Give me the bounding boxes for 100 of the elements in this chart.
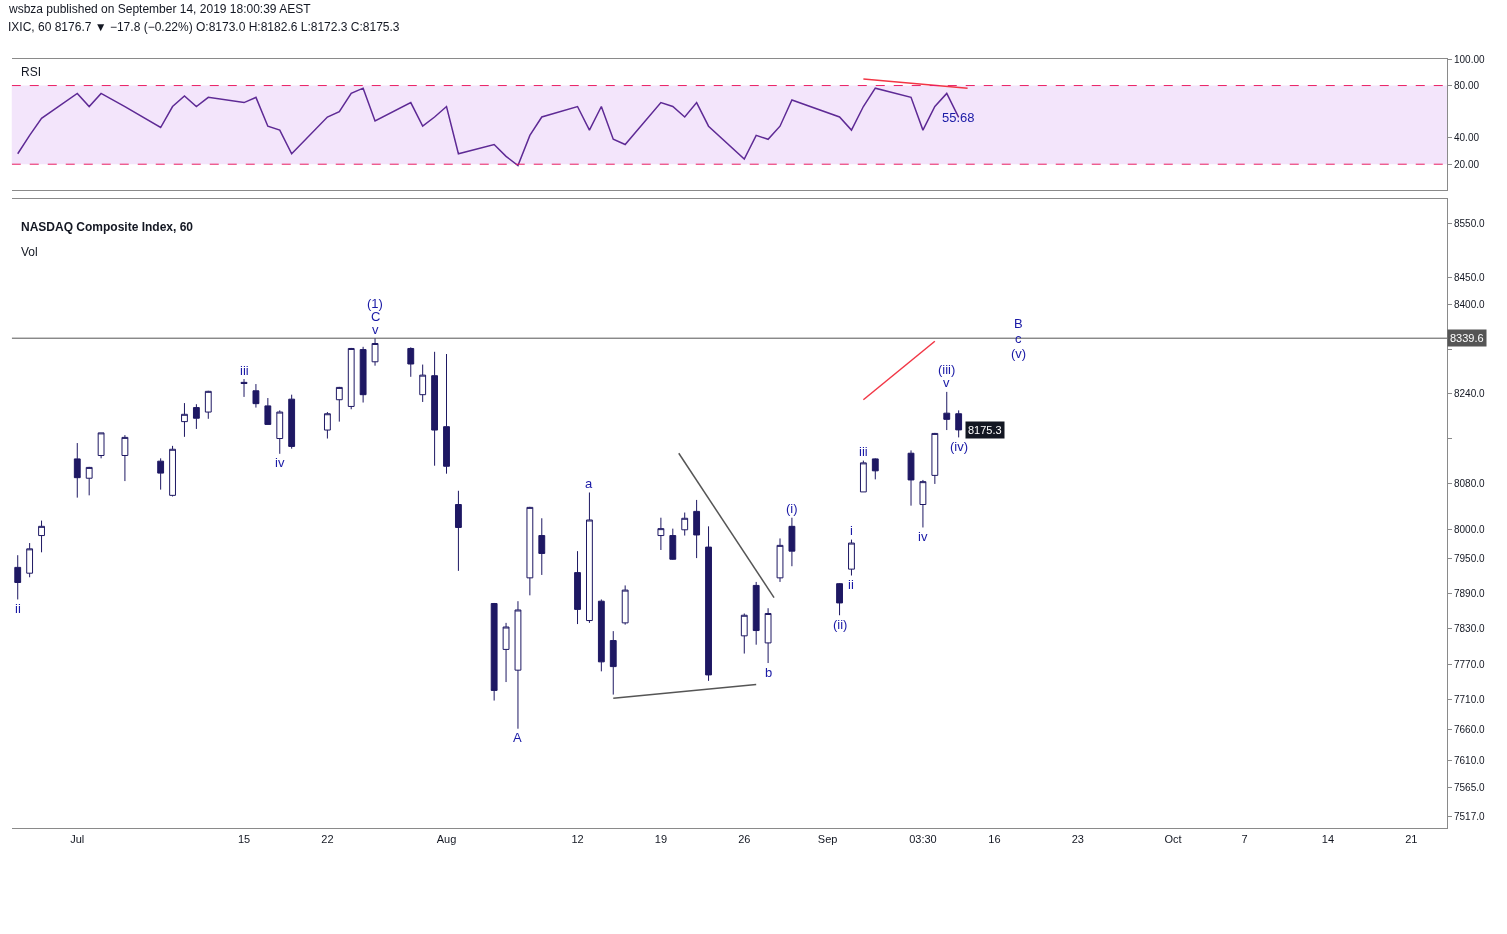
candlestick bbox=[871, 457, 879, 480]
y-tick-label: 7660.0 bbox=[1454, 724, 1486, 736]
candlestick bbox=[907, 449, 915, 507]
candlestick bbox=[919, 479, 927, 528]
candlestick bbox=[526, 506, 534, 596]
candlestick bbox=[288, 394, 296, 450]
y-tick-label: 7710.0 bbox=[1454, 694, 1486, 706]
x-tick-label: 22 bbox=[321, 832, 334, 845]
candlestick bbox=[538, 517, 546, 576]
candlestick bbox=[693, 499, 701, 559]
annotation: 8175.3 bbox=[968, 424, 1002, 436]
y-tick-label: 8240.0 bbox=[1454, 388, 1486, 400]
candlestick bbox=[371, 337, 379, 367]
candlestick bbox=[705, 525, 712, 682]
candlestick bbox=[157, 457, 165, 491]
y-tick-label: 7950.0 bbox=[1454, 553, 1486, 565]
y-tick-label: 7517.0 bbox=[1454, 811, 1486, 823]
x-tick-label: Jul bbox=[70, 832, 85, 845]
annotation: iii bbox=[859, 444, 868, 459]
y-tick-label: 7890.0 bbox=[1454, 588, 1486, 600]
y-tick-label: 8000.0 bbox=[1454, 524, 1486, 536]
y-tick-label: 20.00 bbox=[1454, 158, 1480, 170]
y-tick-label: 7610.0 bbox=[1454, 754, 1486, 766]
text: IXIC, 60 8176.7 ▼ −17.8 (−0.22%) O:8173.0 H:8182.6 L:8172.3 C:8175.3 bbox=[8, 20, 400, 34]
annotation: (iv) bbox=[950, 439, 969, 454]
text: RSI bbox=[21, 65, 42, 79]
ref-line-label: 8339.6 bbox=[1450, 332, 1484, 344]
candlestick bbox=[752, 581, 760, 646]
y-tick-label: 7770.0 bbox=[1454, 658, 1486, 670]
candlestick bbox=[836, 582, 843, 616]
y-tick-label: 8550.0 bbox=[1454, 217, 1486, 229]
candlestick bbox=[586, 491, 593, 624]
annotation: a bbox=[585, 476, 593, 491]
y-tick-label: 7830.0 bbox=[1454, 623, 1486, 635]
x-tick-label: 7 bbox=[1241, 832, 1248, 845]
x-tick-label: 12 bbox=[571, 832, 584, 845]
candlestick bbox=[764, 607, 772, 664]
candlestick bbox=[240, 378, 248, 398]
annotation: iii bbox=[240, 363, 249, 378]
candlestick bbox=[26, 542, 34, 578]
annotation: C bbox=[371, 309, 381, 324]
annotation: c bbox=[1015, 331, 1022, 346]
y-tick-label: 8450.0 bbox=[1454, 272, 1486, 284]
candlestick bbox=[621, 584, 629, 626]
x-tick-label: 15 bbox=[237, 832, 251, 845]
candlestick bbox=[192, 403, 200, 430]
x-tick-label: Oct bbox=[1164, 832, 1182, 845]
candlestick bbox=[347, 347, 355, 410]
annotation: (1) bbox=[367, 296, 383, 311]
candlestick bbox=[264, 397, 272, 425]
x-tick-label: 26 bbox=[738, 832, 751, 845]
candlestick bbox=[859, 460, 867, 493]
x-tick-label: 16 bbox=[988, 832, 1001, 845]
candlestick bbox=[14, 554, 22, 600]
candlestick bbox=[514, 600, 522, 730]
annotation: ii bbox=[848, 577, 854, 592]
x-tick-label: 03:30 bbox=[909, 832, 937, 845]
candlestick bbox=[669, 528, 677, 561]
annotation: iv bbox=[918, 529, 928, 544]
annotation: v bbox=[943, 375, 950, 390]
candlestick bbox=[359, 346, 367, 404]
candlestick bbox=[931, 432, 939, 485]
candlestick bbox=[204, 390, 212, 420]
candlestick bbox=[848, 539, 855, 577]
candlestick bbox=[609, 630, 617, 696]
candlestick bbox=[323, 411, 331, 440]
candlestick bbox=[181, 402, 188, 438]
annotation: 55.68 bbox=[942, 110, 975, 125]
candlestick bbox=[431, 351, 439, 467]
candlestick bbox=[502, 622, 510, 683]
y-tick-label: 8080.0 bbox=[1454, 478, 1486, 490]
candlestick bbox=[681, 512, 689, 537]
candlestick bbox=[574, 550, 581, 625]
candlestick bbox=[776, 537, 784, 583]
candlestick bbox=[73, 442, 81, 499]
annotation: (v) bbox=[1011, 346, 1027, 361]
annotation: A bbox=[513, 730, 522, 745]
candlestick bbox=[443, 353, 450, 475]
annotation: (iii) bbox=[938, 362, 956, 377]
candlestick bbox=[38, 520, 45, 553]
y-tick-label: 80.00 bbox=[1454, 80, 1480, 92]
candlestick bbox=[85, 466, 93, 496]
text: Vol bbox=[21, 245, 38, 259]
annotation: i bbox=[850, 523, 853, 538]
x-tick-label: 23 bbox=[1071, 832, 1084, 845]
x-tick-label: Sep bbox=[817, 832, 838, 845]
candlestick bbox=[169, 445, 176, 497]
x-tick-label: 21 bbox=[1405, 832, 1418, 845]
candlestick bbox=[121, 434, 129, 482]
annotation: ii bbox=[15, 601, 21, 616]
candlestick bbox=[454, 490, 462, 572]
candlestick bbox=[252, 383, 260, 409]
x-tick-label: 19 bbox=[654, 832, 668, 845]
y-tick-label: 8400.0 bbox=[1454, 299, 1486, 311]
candlestick bbox=[97, 432, 105, 459]
annotation: iv bbox=[275, 455, 285, 470]
annotation: v bbox=[372, 322, 379, 337]
candlestick bbox=[788, 517, 796, 567]
y-tick-label: 40.00 bbox=[1454, 132, 1480, 144]
x-tick-label: Aug bbox=[436, 832, 457, 845]
